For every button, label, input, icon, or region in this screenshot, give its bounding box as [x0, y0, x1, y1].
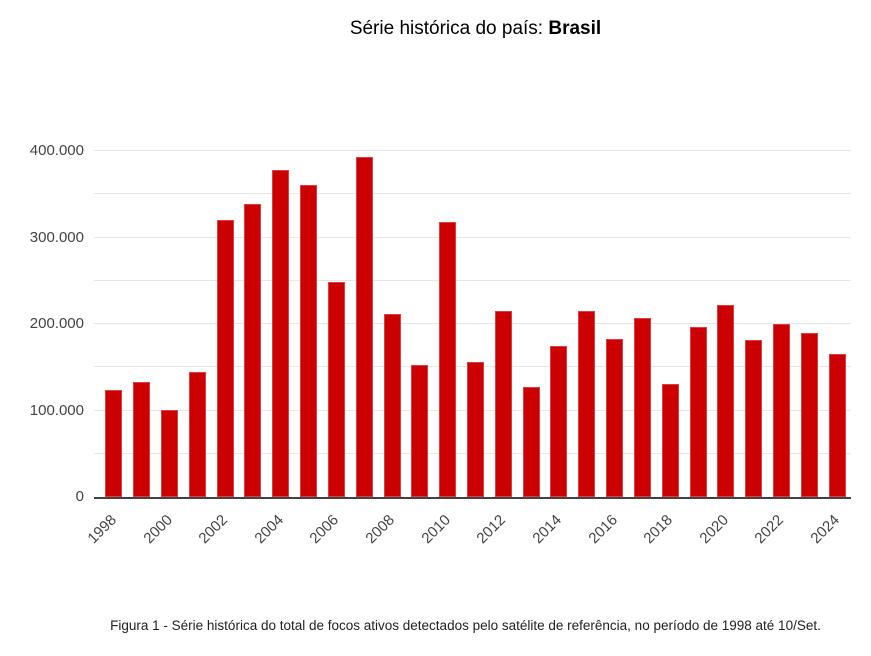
bar-2007[interactable] — [355, 157, 373, 497]
x-axis-label-2018: 2018 — [640, 511, 677, 548]
y-axis-label-0: 0 — [75, 488, 84, 505]
bar-2006[interactable] — [327, 281, 345, 497]
gridline-200000 — [94, 323, 851, 324]
bar-2012[interactable] — [494, 310, 512, 497]
x-axis-label-2014: 2014 — [529, 511, 565, 548]
bar-2017[interactable] — [633, 318, 651, 497]
bar-2009[interactable] — [411, 364, 429, 497]
bar-2022[interactable] — [772, 324, 790, 497]
figure-caption: Figura 1 - Série histórica do total de f… — [110, 618, 821, 633]
chart-title-prefix: Série histórica do país: — [349, 18, 549, 39]
y-axis-label-200000: 200.000 — [29, 315, 84, 332]
x-axis-baseline — [94, 497, 851, 499]
bar-2010[interactable] — [439, 222, 457, 497]
y-axis-label-300000: 300.000 — [29, 228, 84, 246]
gridline-350000 — [94, 193, 851, 195]
x-axis-label-2020: 2020 — [696, 511, 732, 548]
x-axis-label-2016: 2016 — [584, 511, 621, 548]
x-axis-label-2008: 2008 — [362, 511, 399, 548]
bar-2018[interactable] — [661, 383, 679, 497]
bar-2005[interactable] — [300, 184, 318, 497]
bar-2021[interactable] — [745, 340, 763, 497]
x-axis-label-2022: 2022 — [751, 511, 788, 548]
bar-2000[interactable] — [161, 410, 179, 497]
chart-title-country: Brasil — [548, 18, 602, 39]
bar-2014[interactable] — [550, 346, 568, 497]
gridline-400000 — [94, 150, 851, 151]
bar-2011[interactable] — [467, 362, 484, 497]
bar-2020[interactable] — [717, 305, 735, 497]
x-axis-label-2000: 2000 — [139, 511, 176, 548]
bar-2019[interactable] — [689, 327, 707, 497]
x-axis-label-2004: 2004 — [251, 511, 287, 548]
gridline-250000 — [94, 279, 851, 281]
bar-2023[interactable] — [800, 333, 818, 497]
x-axis-label-2006: 2006 — [306, 511, 343, 548]
bar-2015[interactable] — [578, 310, 596, 497]
chart-title: Série histórica do país: Brasil — [100, 18, 851, 40]
x-axis-label-2002: 2002 — [195, 511, 232, 548]
bar-2024[interactable] — [828, 353, 846, 497]
bar-2004[interactable] — [272, 169, 290, 497]
x-axis-label-2024: 2024 — [807, 511, 844, 548]
x-axis-label-2012: 2012 — [473, 511, 510, 548]
y-axis-label-100000: 100.000 — [29, 401, 84, 419]
x-axis-label-1998: 1998 — [84, 511, 120, 548]
bar-2001[interactable] — [188, 371, 206, 497]
bar-2002[interactable] — [216, 219, 234, 497]
plot-area — [94, 150, 851, 499]
bar-1999[interactable] — [133, 381, 151, 497]
bar-2016[interactable] — [606, 338, 624, 497]
y-axis-label-400000: 400.000 — [29, 142, 84, 159]
x-axis-label-2010: 2010 — [418, 511, 454, 548]
bar-2003[interactable] — [244, 203, 262, 497]
gridline-300000 — [94, 236, 851, 238]
bar-2008[interactable] — [383, 314, 401, 497]
bar-1998[interactable] — [105, 390, 123, 497]
bar-2013[interactable] — [522, 386, 540, 497]
